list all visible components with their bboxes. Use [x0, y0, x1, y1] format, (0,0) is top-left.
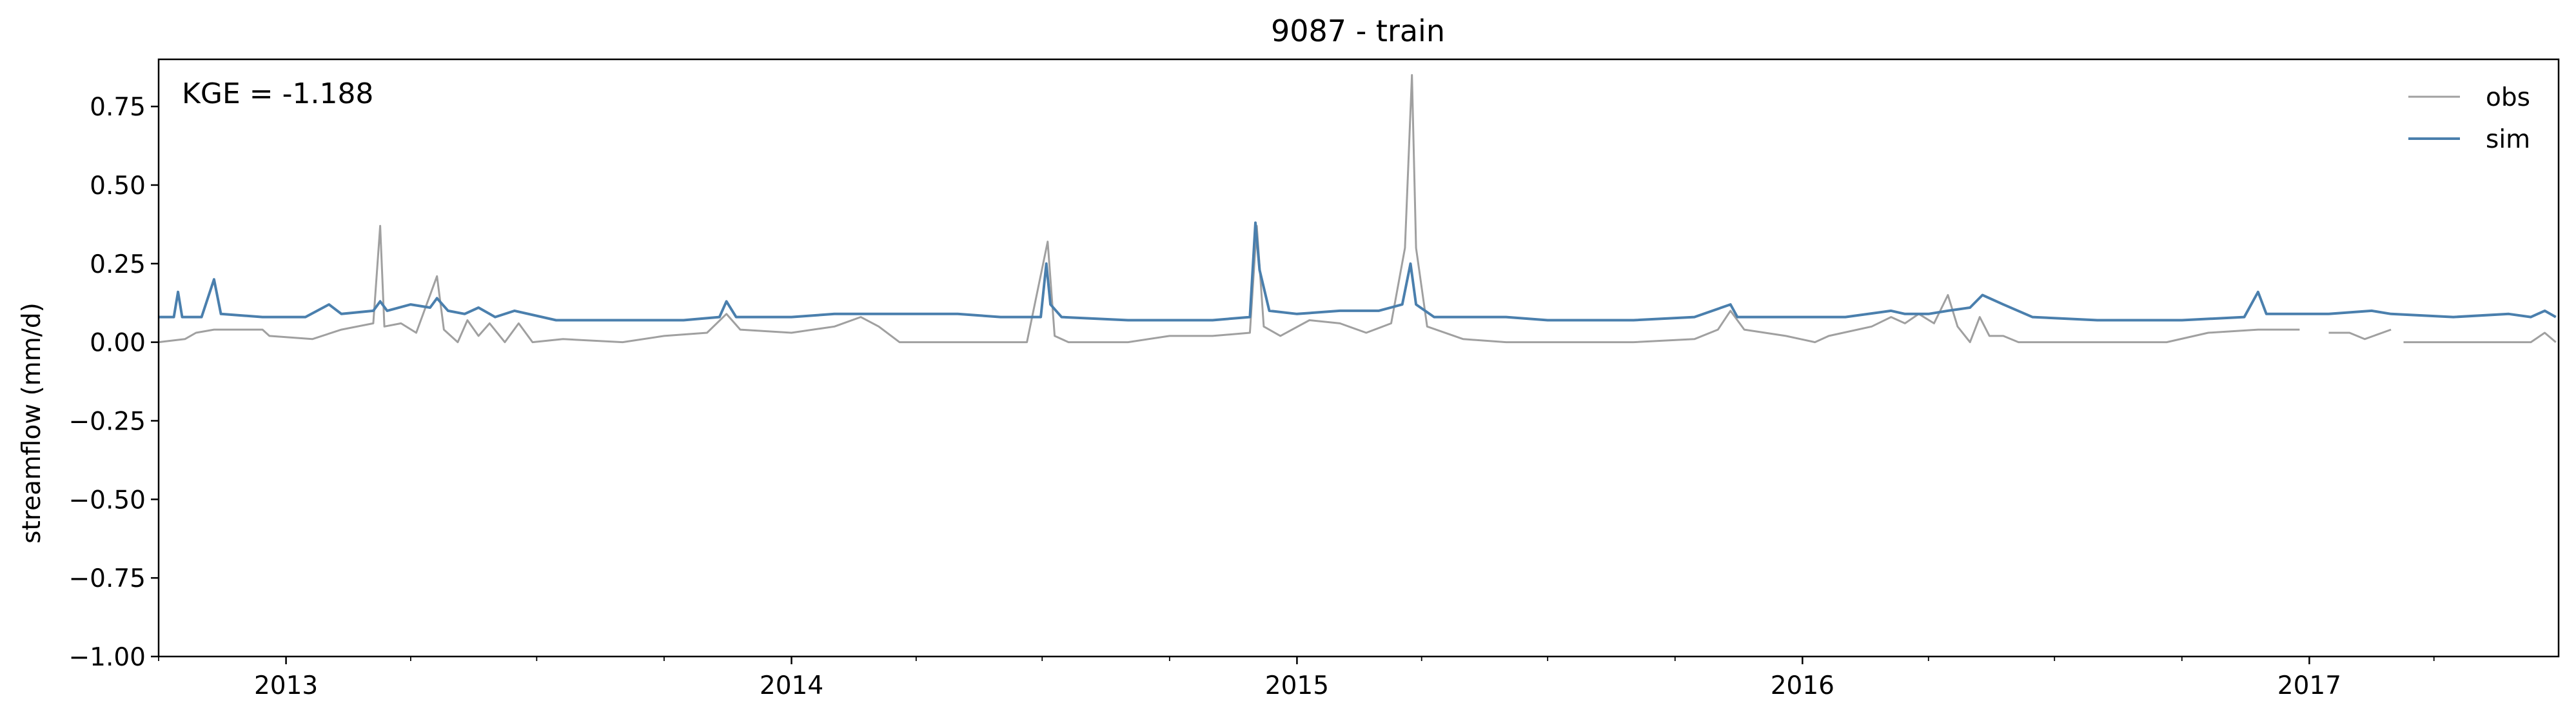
- plot-frame: [157, 58, 2560, 658]
- y-tick-label: −1.00: [68, 643, 146, 672]
- legend: obs sim: [2408, 83, 2530, 154]
- y-tick-label: −0.25: [68, 407, 146, 436]
- plot-area: [157, 58, 2560, 658]
- x-tick-label: 2015: [1265, 671, 1329, 700]
- kge-annotation: KGE = -1.188: [182, 77, 373, 110]
- x-tick-label: 2014: [760, 671, 823, 700]
- chart-title: 9087 - train: [1271, 14, 1445, 48]
- y-axis-label: streamflow (mm/d): [17, 302, 46, 544]
- legend-label-sim: sim: [2486, 125, 2530, 154]
- y-tick-label: 0.00: [90, 329, 146, 358]
- y-tick-label: −0.50: [68, 486, 146, 515]
- y-tick-label: 0.25: [90, 250, 146, 279]
- x-axis: 2013 2014 2015 2016 2017: [158, 657, 2435, 700]
- x-tick-label: 2013: [254, 671, 318, 700]
- y-axis: −1.00 −0.75 −0.50 −0.25 0.00 0.25 0.50 0.75: [68, 93, 159, 672]
- series-layer: [159, 74, 2557, 344]
- x-tick-label: 2017: [2277, 671, 2341, 700]
- y-tick-label: −0.75: [68, 564, 146, 593]
- series-line-sim: [159, 221, 2557, 322]
- x-tick-label: 2016: [1771, 671, 1834, 700]
- y-tick-label: 0.75: [90, 93, 146, 122]
- series-line-obs: [159, 74, 2557, 344]
- legend-label-obs: obs: [2486, 83, 2530, 112]
- y-tick-label: 0.50: [90, 172, 146, 201]
